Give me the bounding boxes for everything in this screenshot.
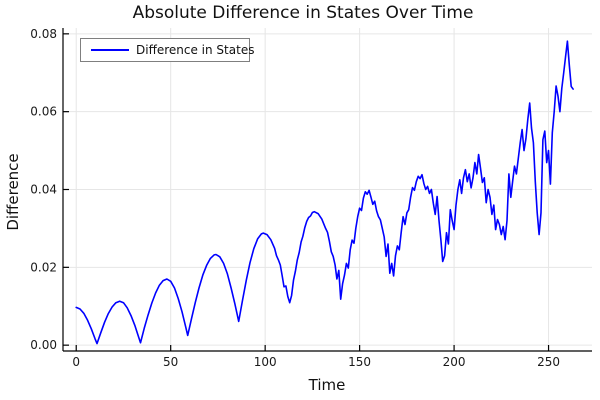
x-axis-label: Time (308, 376, 346, 394)
line-series (75, 40, 574, 345)
y-axis-label: Difference (4, 153, 22, 231)
x-tick-label: 250 (537, 355, 560, 369)
x-tick-label: 50 (163, 355, 178, 369)
legend-line-sample (91, 49, 129, 51)
y-tick-label: 0.00 (30, 338, 57, 352)
x-tick-label: 200 (443, 355, 466, 369)
legend: Difference in States (80, 38, 254, 62)
y-tick-label: 0.08 (30, 27, 57, 41)
y-tick-label: 0.02 (30, 260, 57, 274)
y-tick-label: 0.06 (30, 105, 57, 119)
legend-label: Difference in States (136, 43, 255, 57)
y-tick-label: 0.04 (30, 183, 57, 197)
x-tick-label: 0 (72, 355, 80, 369)
chart-title: Absolute Difference in States Over Time (132, 3, 474, 23)
x-tick-label: 150 (348, 355, 371, 369)
x-tick-label: 100 (254, 355, 277, 369)
